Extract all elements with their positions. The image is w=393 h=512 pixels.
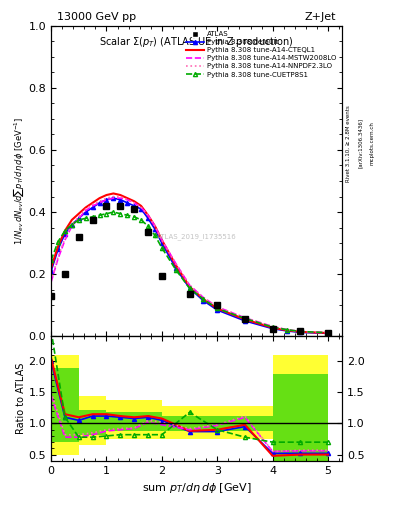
ATLAS bbox=[187, 291, 192, 297]
Text: Z+Jet: Z+Jet bbox=[305, 12, 336, 23]
Text: ATLAS_2019_I1735516: ATLAS_2019_I1735516 bbox=[157, 233, 236, 240]
Text: Scalar $\Sigma(p_T)$ (ATLAS UE in Z production): Scalar $\Sigma(p_T)$ (ATLAS UE in Z prod… bbox=[99, 35, 294, 49]
ATLAS bbox=[242, 316, 247, 323]
Line: ATLAS: ATLAS bbox=[48, 203, 331, 335]
ATLAS bbox=[326, 330, 331, 336]
ATLAS bbox=[215, 302, 220, 308]
ATLAS bbox=[146, 229, 151, 236]
ATLAS bbox=[104, 203, 109, 209]
Y-axis label: Ratio to ATLAS: Ratio to ATLAS bbox=[16, 363, 26, 434]
ATLAS bbox=[90, 217, 95, 223]
ATLAS bbox=[270, 326, 275, 332]
Y-axis label: $1/N_{ev}\,dN_{ev}/d\!\sum p_T/d\eta\,d\phi\ [\mathrm{GeV}^{-1}]$: $1/N_{ev}\,dN_{ev}/d\!\sum p_T/d\eta\,d\… bbox=[11, 117, 26, 245]
ATLAS bbox=[76, 234, 81, 240]
ATLAS bbox=[160, 273, 164, 279]
Legend: ATLAS, Pythia 8.308 default, Pythia 8.308 tune-A14-CTEQL1, Pythia 8.308 tune-A14: ATLAS, Pythia 8.308 default, Pythia 8.30… bbox=[184, 29, 338, 80]
ATLAS bbox=[49, 293, 53, 299]
ATLAS bbox=[132, 206, 136, 212]
ATLAS bbox=[298, 328, 303, 334]
Text: 13000 GeV pp: 13000 GeV pp bbox=[57, 12, 136, 23]
Text: mcplots.cern.ch: mcplots.cern.ch bbox=[369, 121, 375, 165]
Text: [arXiv:1306.3436]: [arXiv:1306.3436] bbox=[358, 118, 363, 168]
X-axis label: sum $p_T/d\eta\,d\phi$ [GeV]: sum $p_T/d\eta\,d\phi$ [GeV] bbox=[141, 481, 252, 495]
ATLAS bbox=[62, 271, 67, 278]
ATLAS bbox=[118, 203, 123, 209]
Text: Rivet 3.1.10, ≥ 2.8M events: Rivet 3.1.10, ≥ 2.8M events bbox=[346, 105, 351, 182]
